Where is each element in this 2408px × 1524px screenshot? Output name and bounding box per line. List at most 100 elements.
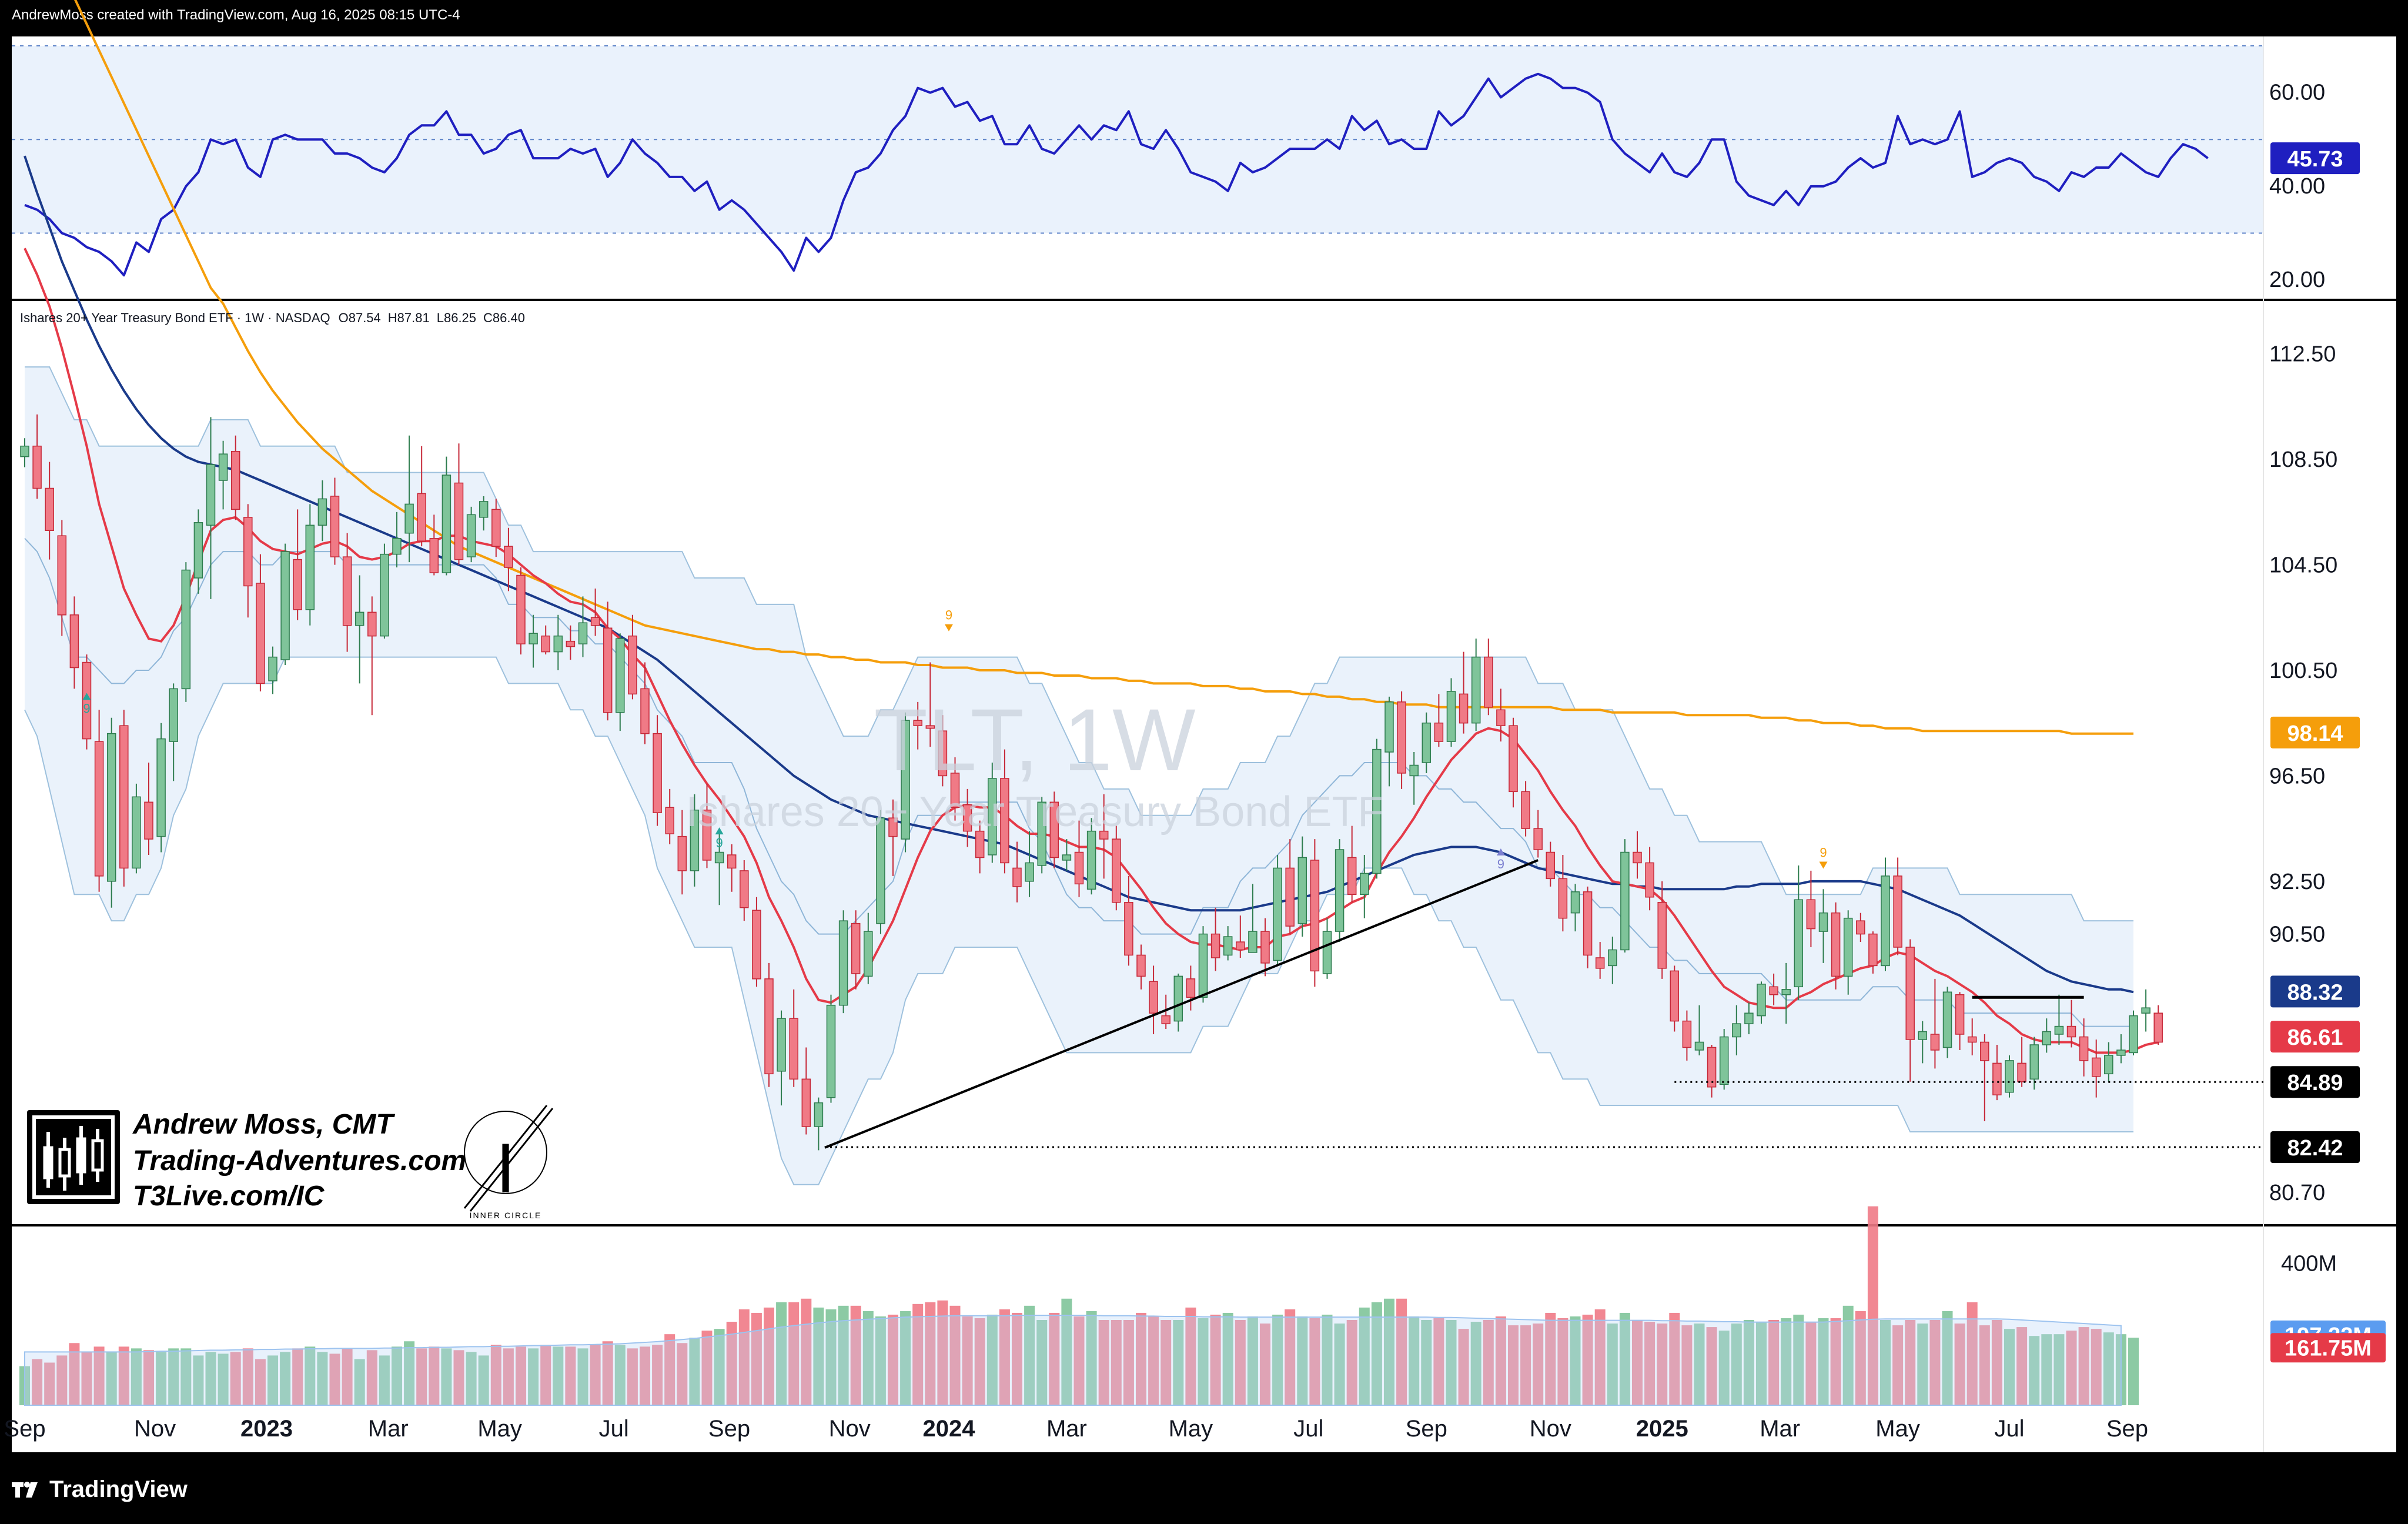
candle-down xyxy=(32,445,42,489)
signal-marker-label: 9 xyxy=(83,701,90,716)
candle-up xyxy=(2116,1050,2126,1056)
candle-up xyxy=(305,524,315,610)
price-axis-tick: 80.70 xyxy=(2269,1181,2325,1205)
candle-down xyxy=(1992,1062,2002,1095)
candle-down xyxy=(2079,1036,2089,1061)
tradingview-brand[interactable]: TradingView xyxy=(12,1475,188,1504)
volume-bar xyxy=(392,1346,402,1405)
candle-up xyxy=(553,635,563,653)
candle-down xyxy=(764,978,774,1075)
candle-up xyxy=(1384,701,1394,753)
candle-down xyxy=(1459,693,1469,724)
volume-bar xyxy=(962,1316,973,1405)
volume-bar xyxy=(2066,1331,2077,1405)
candle-down xyxy=(342,556,352,626)
volume-bar xyxy=(1966,1302,1978,1405)
volume-bar xyxy=(44,1362,55,1405)
candle-down xyxy=(1682,1020,1692,1048)
candle-up xyxy=(169,688,178,742)
time-axis-tick: Jul xyxy=(1994,1416,2024,1442)
volume-bar xyxy=(1111,1320,1122,1405)
volume-bar xyxy=(1582,1314,1593,1405)
candle-up xyxy=(1037,801,1046,866)
volume-bar xyxy=(1731,1324,1742,1405)
candle-up xyxy=(1223,936,1233,956)
volume-axis-tick: 400M xyxy=(2281,1251,2337,1276)
volume-bar xyxy=(1855,1311,1866,1405)
candle-up xyxy=(442,474,452,573)
inner-circle-mark: I xyxy=(496,1129,515,1208)
candle-up xyxy=(1173,975,1183,1022)
candle-down xyxy=(1161,1015,1170,1024)
volume-bar xyxy=(2128,1338,2139,1405)
volume-bar xyxy=(280,1352,291,1405)
volume-bar xyxy=(69,1343,80,1405)
volume-bar xyxy=(131,1348,142,1405)
candle-up xyxy=(2042,1031,2052,1045)
watermark-ticker: TLT, 1W xyxy=(874,690,1196,789)
candle-up xyxy=(616,638,625,713)
candle-up xyxy=(1608,949,1617,967)
volume-bar xyxy=(838,1305,849,1405)
volume-bar xyxy=(168,1348,179,1405)
candle-down xyxy=(888,817,898,837)
volume-bar xyxy=(1681,1325,1693,1405)
candle-down xyxy=(1670,970,1680,1022)
volume-bar xyxy=(1061,1298,1072,1405)
price-badge xyxy=(2270,1066,2360,1098)
candle-up xyxy=(218,453,228,481)
volume-bar xyxy=(1594,1309,1606,1405)
volume-bar xyxy=(1495,1316,1506,1405)
price-badge-label: 88.32 xyxy=(2287,980,2343,1005)
candle-up xyxy=(814,1102,824,1127)
volume-bar xyxy=(602,1341,613,1405)
candle-up xyxy=(1297,857,1307,924)
time-axis-tick: Mar xyxy=(1046,1416,1087,1442)
volume-bar xyxy=(1458,1329,1469,1405)
candle-up xyxy=(2141,1007,2151,1014)
volume-bar xyxy=(32,1359,43,1405)
candle-up xyxy=(404,503,414,534)
volume-bar xyxy=(1359,1307,1370,1405)
price-axis-tick: 112.50 xyxy=(2269,342,2336,367)
volume-bar xyxy=(701,1331,713,1405)
price-badge-label: 86.61 xyxy=(2287,1025,2343,1050)
candle-down xyxy=(740,870,749,908)
candle-up xyxy=(876,817,885,924)
legend-open: O87.54 xyxy=(339,310,381,325)
price-legend: Ishares 20+ Year Treasury Bond ETF · 1W … xyxy=(20,310,525,325)
candle-up xyxy=(20,445,29,457)
candle-up xyxy=(466,514,476,557)
volume-bar xyxy=(205,1352,216,1405)
candle-up xyxy=(1025,862,1034,882)
author-site: Trading-Adventures.com xyxy=(133,1145,466,1177)
volume-bar xyxy=(478,1355,489,1405)
price-axis-tick: 92.50 xyxy=(2269,870,2325,894)
volume-bar xyxy=(1706,1327,1717,1405)
candle-up xyxy=(280,551,290,660)
volume-bar xyxy=(1098,1320,1109,1405)
volume-bar xyxy=(1892,1325,1904,1405)
volume-bar xyxy=(1322,1314,1333,1405)
volume-bar xyxy=(1160,1320,1172,1405)
inner-circle-label: INNER CIRCLE xyxy=(470,1211,542,1220)
candle-down xyxy=(1000,778,1009,864)
legend-close: C86.40 xyxy=(483,310,525,325)
volume-bar xyxy=(56,1355,68,1405)
volume-bar xyxy=(949,1305,961,1405)
volume-bar xyxy=(1743,1320,1754,1405)
candle-up xyxy=(1335,849,1345,932)
candle-up xyxy=(2054,1025,2064,1035)
volume-bar xyxy=(292,1348,303,1405)
volume-bar xyxy=(516,1346,526,1405)
candle-down xyxy=(119,725,129,869)
candle-down xyxy=(1645,862,1654,898)
volume-bar xyxy=(193,1355,204,1405)
candle-up xyxy=(1732,1023,1741,1038)
candle-up xyxy=(1273,867,1282,961)
candle-down xyxy=(590,617,600,626)
candle-down xyxy=(1546,851,1556,880)
volume-bar xyxy=(1830,1318,1841,1405)
volume-bar xyxy=(726,1322,737,1405)
axis-layer: 60.00 40.00 20.00 112.50 108.50 104.50 100.50 9… xyxy=(4,81,2386,1442)
